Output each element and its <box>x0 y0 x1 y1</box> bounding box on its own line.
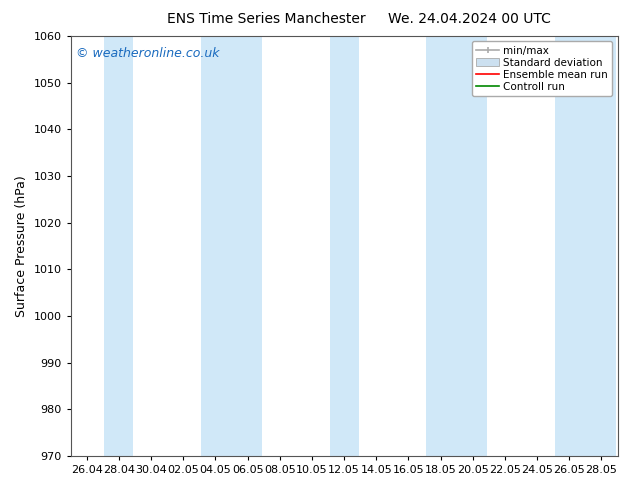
Bar <box>105 36 133 456</box>
Bar <box>330 36 359 456</box>
Y-axis label: Surface Pressure (hPa): Surface Pressure (hPa) <box>15 175 28 317</box>
Bar <box>426 36 488 456</box>
Text: © weatheronline.co.uk: © weatheronline.co.uk <box>76 47 219 60</box>
Bar <box>555 36 616 456</box>
Text: We. 24.04.2024 00 UTC: We. 24.04.2024 00 UTC <box>388 12 550 26</box>
Text: ENS Time Series Manchester: ENS Time Series Manchester <box>167 12 366 26</box>
Bar <box>201 36 262 456</box>
Legend: min/max, Standard deviation, Ensemble mean run, Controll run: min/max, Standard deviation, Ensemble me… <box>472 41 612 96</box>
